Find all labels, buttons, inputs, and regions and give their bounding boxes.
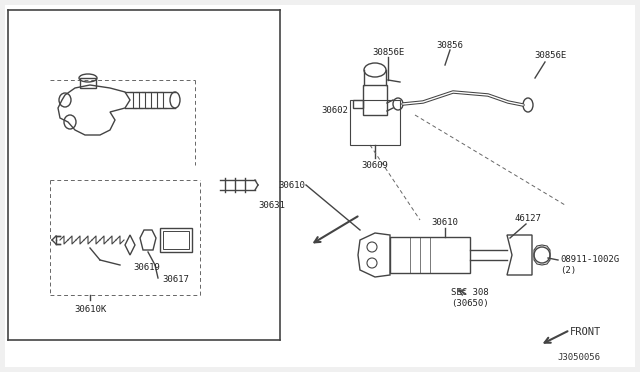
Text: 30856E: 30856E [534, 51, 566, 60]
Bar [390, 237, 470, 273]
Text: 30609: 30609 [362, 160, 388, 170]
Text: 30856E: 30856E [372, 48, 404, 57]
Bar [353, 100, 363, 108]
Text: 30619: 30619 [133, 263, 160, 273]
Bar [363, 85, 387, 115]
Text: SEC 308
(30650): SEC 308 (30650) [451, 288, 489, 308]
Text: J3050056: J3050056 [557, 353, 600, 362]
Text: 30610: 30610 [431, 218, 458, 227]
Text: 46127: 46127 [515, 214, 541, 222]
Text: 30610: 30610 [278, 180, 305, 189]
Bar [163, 231, 189, 249]
Bar [80, 78, 96, 88]
Text: FRONT: FRONT [570, 327, 601, 337]
Text: 08911-1002G
(2): 08911-1002G (2) [560, 255, 619, 275]
Text: 30602: 30602 [321, 106, 348, 115]
Text: 30617: 30617 [162, 276, 189, 285]
Bar [160, 228, 192, 252]
Text: 30856: 30856 [436, 41, 463, 49]
Text: 30631: 30631 [258, 201, 285, 209]
Text: 30610K: 30610K [74, 305, 106, 314]
Bar [350, 100, 400, 145]
